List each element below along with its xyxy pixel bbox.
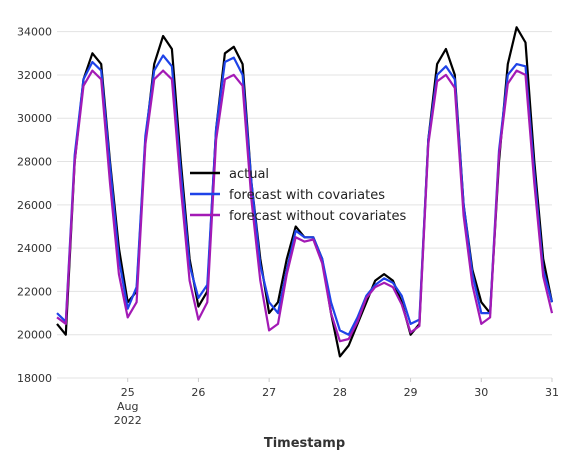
y-tick-label: 24000 bbox=[17, 242, 52, 255]
series-lines bbox=[56, 26, 554, 358]
y-tick-label: 30000 bbox=[17, 112, 52, 125]
legend-entry-label: actual bbox=[229, 167, 269, 182]
x-tick-label: 31 bbox=[545, 386, 559, 399]
y-axis-ticks: 18000 20000 22000 24000 26000 28000 30000 32000… bbox=[17, 26, 52, 385]
y-tick-label: 20000 bbox=[17, 329, 52, 342]
x-tick-label: 25 bbox=[121, 386, 135, 399]
x-tick-label: 28 bbox=[333, 386, 347, 399]
y-tick-label: 34000 bbox=[17, 26, 52, 39]
grid-lines bbox=[57, 31, 552, 379]
x-axis-label: Timestamp bbox=[264, 436, 345, 451]
y-tick-label: 28000 bbox=[17, 156, 52, 169]
legend: actual forecast with covariates forecast w… bbox=[190, 167, 406, 224]
legend-entry-label: forecast with covariates bbox=[229, 188, 385, 203]
x-tick-label: 26 bbox=[191, 386, 205, 399]
x-tick-label: Aug bbox=[117, 400, 138, 413]
legend-entry-label: forecast without covariates bbox=[229, 209, 406, 224]
y-tick-label: 22000 bbox=[17, 285, 52, 298]
y-tick-label: 26000 bbox=[17, 199, 52, 212]
series-line-3 bbox=[56, 69, 554, 343]
x-tick-label: 27 bbox=[262, 386, 276, 399]
y-tick-label: 32000 bbox=[17, 69, 52, 82]
x-tick-label: 2022 bbox=[114, 414, 142, 427]
x-tick-label: 29 bbox=[404, 386, 418, 399]
x-tick-label: 30 bbox=[474, 386, 488, 399]
y-tick-label: 18000 bbox=[17, 372, 52, 385]
